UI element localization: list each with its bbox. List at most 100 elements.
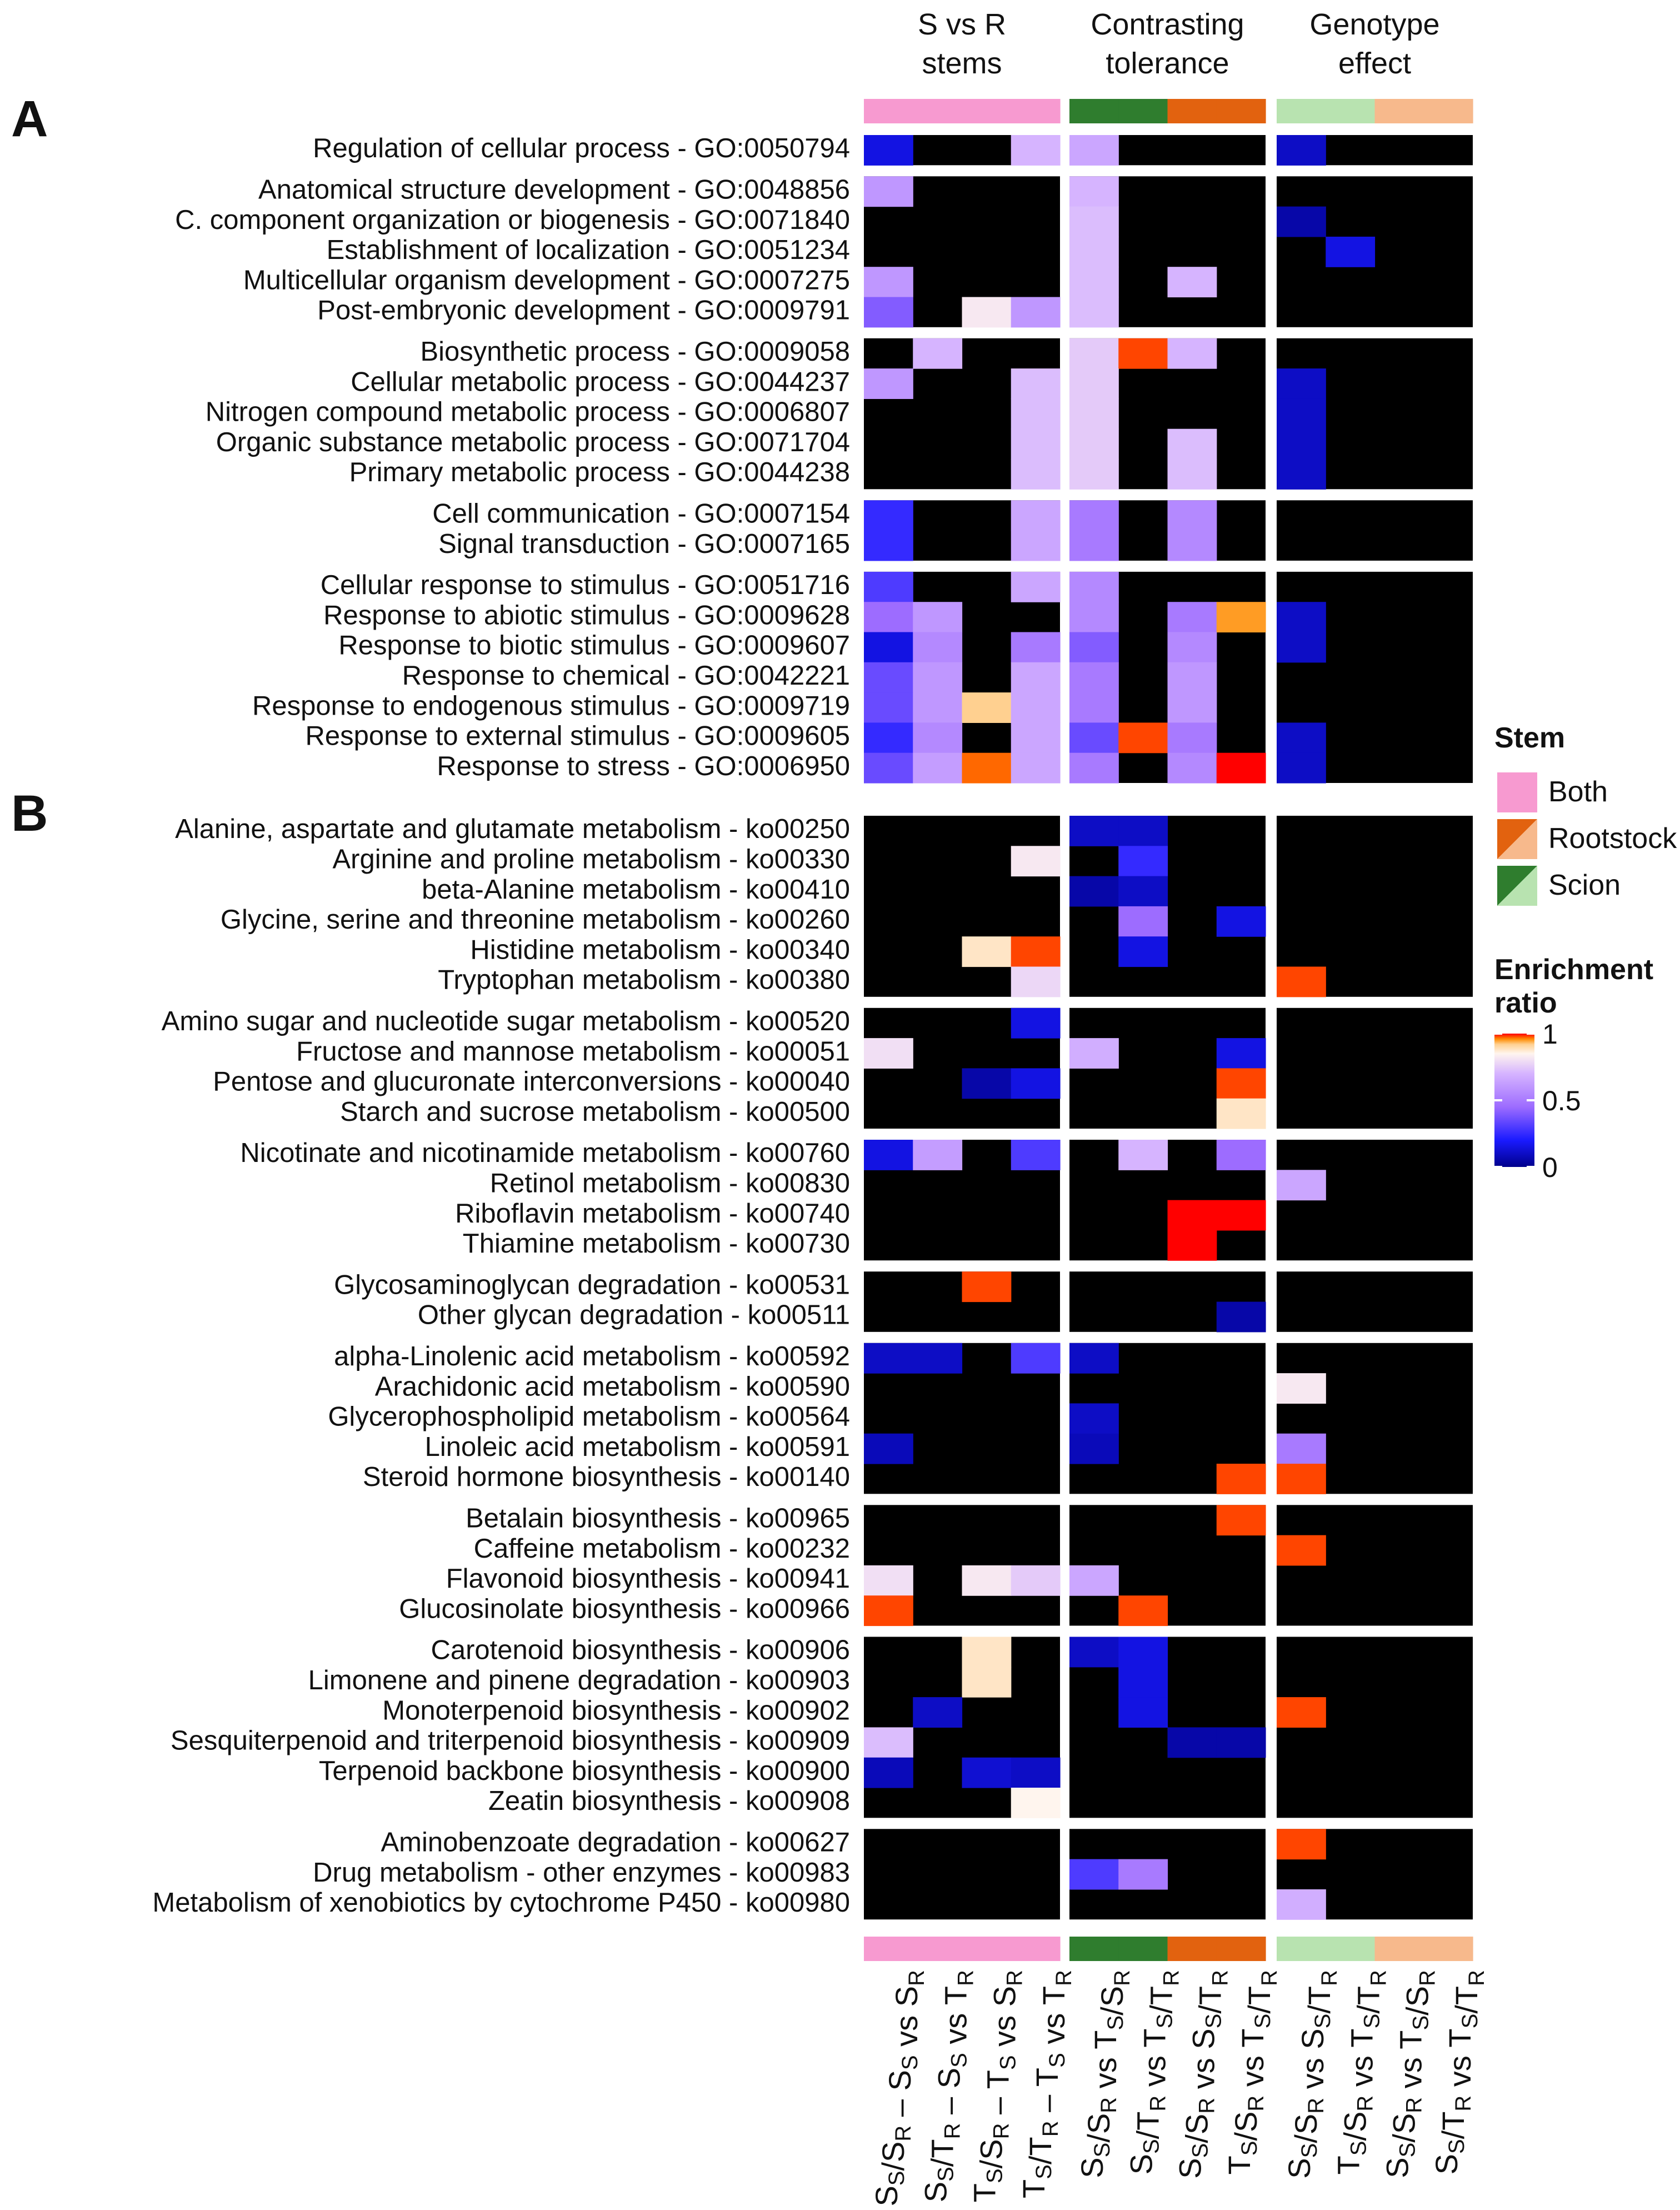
enrichment-legend-title: ratio [1494, 987, 1557, 1019]
heatmap-cell [1069, 297, 1119, 328]
row-label: Linoleic acid metabolism - ko00591 [425, 1432, 850, 1462]
row-label: Drug metabolism - other enzymes - ko0098… [313, 1858, 850, 1888]
row-label: Starch and sucrose metabolism - ko00500 [340, 1097, 850, 1127]
row-label: Response to chemical - GO:0042221 [402, 661, 850, 691]
annotation-bar-top [1118, 99, 1168, 123]
row-label: Betalain biosynthesis - ko00965 [466, 1503, 850, 1533]
heatmap-cell [1277, 632, 1326, 663]
heatmap-cell [1216, 906, 1266, 937]
row-label: Amino sugar and nucleotide sugar metabol… [162, 1006, 850, 1036]
heatmap-cell [1069, 176, 1119, 207]
heatmap-cell [1167, 1200, 1217, 1231]
heatmap-cell [1011, 632, 1061, 663]
heatmap-cell [1069, 368, 1119, 399]
row-label: Establishment of localization - GO:00512… [327, 235, 850, 265]
heatmap-cell [1277, 428, 1326, 460]
stem-legend-swatch-light [1497, 866, 1537, 906]
heatmap-cell [1326, 236, 1376, 267]
heatmap-cell [1277, 1829, 1326, 1860]
annotation-bar-top [1011, 99, 1061, 123]
heatmap-cell [1118, 1140, 1168, 1170]
heatmap-cell [1167, 459, 1217, 490]
heatmap-cell [864, 602, 913, 633]
row-label: Thiamine metabolism - ko00730 [463, 1229, 850, 1259]
heatmap-cell [1216, 1727, 1266, 1758]
colorbar-tick-label: 0 [1542, 1152, 1558, 1183]
column-label: SS/SR vs TS/SR [1380, 1970, 1440, 2178]
heatmap-cell [1118, 338, 1168, 369]
heatmap-cell [1277, 206, 1326, 237]
row-label: Glycerophospholipid metabolism - ko00564 [328, 1402, 850, 1432]
heatmap-cell [1069, 752, 1119, 784]
heatmap-cell [864, 752, 913, 784]
annotation-bar-bottom [962, 1937, 1012, 1961]
annotation-bar-bottom [1326, 1937, 1376, 1961]
row-label: Cellular metabolic process - GO:0044237 [351, 367, 850, 397]
heatmap-cell [1118, 1859, 1168, 1890]
stem-legend-swatch-light [1497, 819, 1537, 859]
row-label: Multicellular organism development - GO:… [243, 265, 850, 295]
column-label: SS/SR vs SS/TR [1173, 1970, 1233, 2179]
row-label: Cellular response to stimulus - GO:00517… [321, 570, 850, 600]
heatmap-cell [1069, 1433, 1119, 1464]
heatmap-cell [864, 1433, 913, 1464]
heatmap-cell [1011, 459, 1061, 490]
row-label: Post-embryonic development - GO:0009791 [317, 296, 850, 326]
row-label: Biosynthetic process - GO:0009058 [420, 337, 850, 367]
row-label: Flavonoid biosynthesis - ko00941 [446, 1564, 850, 1594]
heatmap-cell [913, 722, 963, 754]
heatmap-cell [1069, 398, 1119, 430]
stem-legend-label: Both [1548, 776, 1608, 808]
column-label: TS/SR vs TS/TR [1222, 1970, 1282, 2174]
heatmap-cell [864, 1727, 913, 1758]
colorbar-tick-label: 0.5 [1542, 1085, 1581, 1116]
annotation-bar-bottom [864, 1937, 913, 1961]
panel-label-a: A [11, 91, 48, 147]
heatmap-cell [1216, 1038, 1266, 1069]
heatmap-cell [1216, 1200, 1266, 1231]
heatmap-cell [1069, 1859, 1119, 1890]
stem-legend-label: Rootstock [1548, 822, 1677, 855]
heatmap-cell [1011, 428, 1061, 460]
heatmap-cell [1069, 530, 1119, 561]
heatmap-cell [1069, 459, 1119, 490]
column-block-title: stems [922, 47, 1002, 80]
heatmap-cell [864, 1757, 913, 1788]
heatmap-cell [1011, 500, 1061, 531]
row-label: Aminobenzoate degradation - ko00627 [381, 1827, 850, 1857]
column-block-title: S vs R [918, 8, 1006, 41]
heatmap-cell [1167, 752, 1217, 784]
heatmap-cell [1069, 135, 1119, 166]
heatmap-cell [962, 1068, 1012, 1099]
heatmap-cell [1277, 602, 1326, 633]
heatmap-cell [1167, 1727, 1217, 1758]
heatmap-cell [1069, 632, 1119, 663]
column-block-title: Contrasting [1091, 8, 1244, 41]
annotation-bar-top [1374, 99, 1424, 123]
row-label: Riboflavin metabolism - ko00740 [455, 1199, 850, 1229]
annotation-bar-top [1277, 99, 1326, 123]
row-label: Sesquiterpenoid and triterpenoid biosynt… [171, 1726, 850, 1756]
annotation-bar-top [1216, 99, 1266, 123]
row-label: Response to biotic stimulus - GO:0009607 [338, 631, 850, 661]
row-label: Arginine and proline metabolism - ko0033… [332, 844, 850, 874]
row-label: Response to abiotic stimulus - GO:000962… [323, 600, 850, 630]
heatmap-cell [1277, 1373, 1326, 1404]
column-label: TS/TR – TS vs TR [1016, 1970, 1076, 2198]
heatmap-cell [1069, 206, 1119, 237]
heatmap-cell [1167, 500, 1217, 531]
heatmap-cell [1069, 571, 1119, 602]
row-label: Nicotinate and nicotinamide metabolism -… [240, 1138, 850, 1168]
heatmap-cell [913, 752, 963, 784]
heatmap-cell [1069, 602, 1119, 633]
heatmap-cell [913, 632, 963, 663]
heatmap-cell [913, 1697, 963, 1728]
row-label: Other glycan degradation - ko00511 [418, 1300, 850, 1330]
row-label: Primary metabolic process - GO:0044238 [349, 457, 850, 487]
column-label: TS/SR vs TS/TR [1331, 1970, 1391, 2174]
row-label: C. component organization or biogenesis … [175, 205, 850, 235]
heatmap-cell [1118, 1667, 1168, 1698]
column-block-title: effect [1338, 47, 1411, 80]
heatmap-cell [864, 530, 913, 561]
